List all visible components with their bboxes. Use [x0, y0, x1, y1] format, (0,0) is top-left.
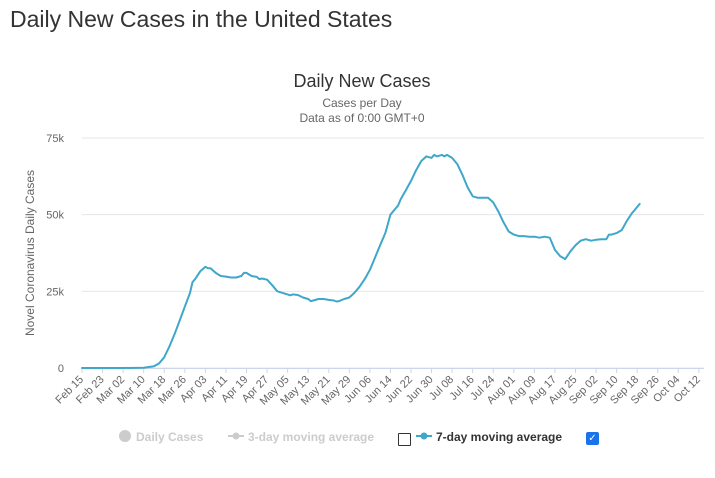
y-tick-label: 25k — [46, 286, 64, 298]
three-day-line-marker-icon — [228, 432, 244, 440]
page-heading: Daily New Cases in the United States — [10, 6, 393, 32]
grid-layer — [82, 137, 704, 369]
chart-title: Daily New Cases — [293, 71, 430, 91]
legend-label-7-day-average: 7-day moving average — [436, 430, 563, 444]
chart-subtitle-2: Data as of 0:00 GMT+0 — [299, 111, 424, 125]
legend-checkbox-checked[interactable]: ✓ — [586, 432, 599, 445]
seven-day-line-marker-icon — [416, 432, 432, 440]
y-tick-label: 75k — [46, 133, 64, 145]
legend: Daily Cases 3-day moving average 7-day m… — [0, 426, 715, 448]
series-line-7-day-average — [81, 153, 641, 369]
daily-cases-dot-icon — [119, 430, 131, 442]
y-tick-label: 0 — [58, 363, 64, 375]
chart-subtitle-1: Cases per Day — [322, 96, 401, 110]
y-axis-title: Novel Coronavirus Daily Cases — [23, 170, 37, 336]
legend-item-7-day-average[interactable]: 7-day moving average — [416, 426, 562, 448]
y-axis-ticks: 0 25k 50k 75k — [46, 133, 64, 375]
legend-item-3-day-average[interactable]: 3-day moving average — [228, 426, 374, 448]
y-tick-label: 50k — [46, 210, 64, 222]
legend-label-3-day-average: 3-day moving average — [248, 430, 375, 444]
series-layer — [81, 153, 641, 369]
checkmark-icon: ✓ — [588, 433, 597, 444]
legend-item-daily-cases[interactable]: Daily Cases — [118, 426, 203, 448]
legend-label-daily-cases: Daily Cases — [136, 430, 204, 444]
legend-checkbox-unchecked[interactable] — [398, 433, 411, 446]
